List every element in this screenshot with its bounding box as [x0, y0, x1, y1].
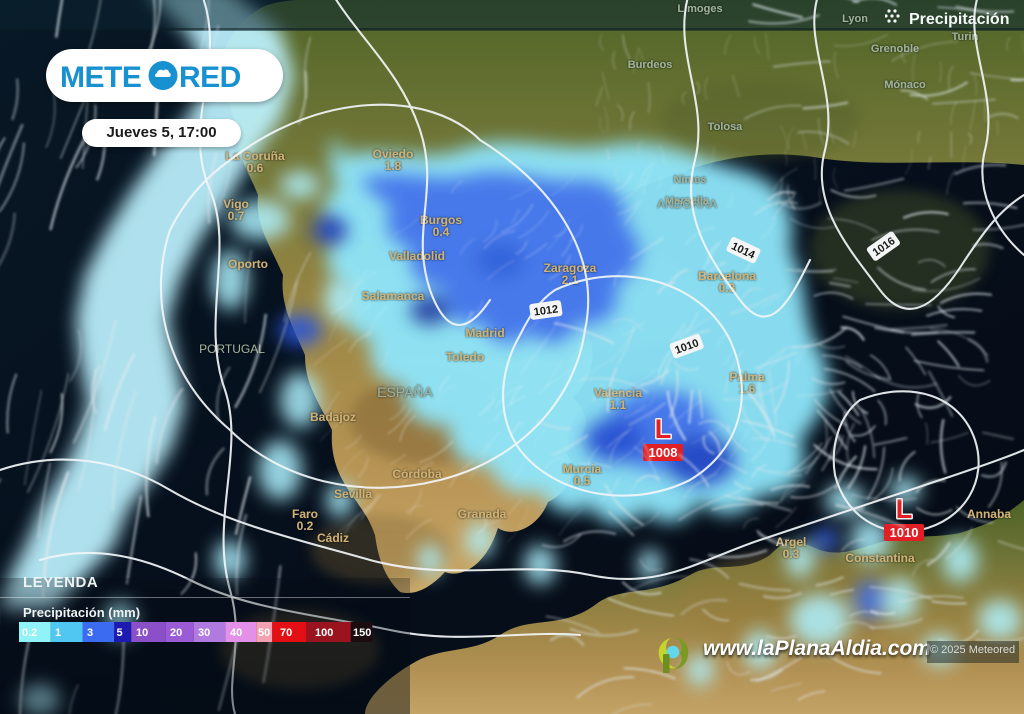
- svg-text:3: 3: [87, 627, 93, 639]
- svg-text:0.2: 0.2: [22, 627, 37, 639]
- svg-text:150: 150: [353, 627, 371, 639]
- svg-text:5: 5: [117, 627, 123, 639]
- svg-text:100: 100: [315, 627, 333, 639]
- svg-text:70: 70: [280, 627, 292, 639]
- svg-text:1: 1: [55, 627, 61, 639]
- svg-text:30: 30: [198, 627, 210, 639]
- svg-text:40: 40: [230, 627, 242, 639]
- svg-text:METE: METE: [60, 61, 141, 94]
- svg-text:RED: RED: [179, 61, 241, 94]
- svg-text:50: 50: [258, 627, 270, 639]
- svg-text:20: 20: [170, 627, 182, 639]
- svg-text:10: 10: [136, 627, 148, 639]
- svg-text:Precipitación: Precipitación: [909, 11, 1009, 28]
